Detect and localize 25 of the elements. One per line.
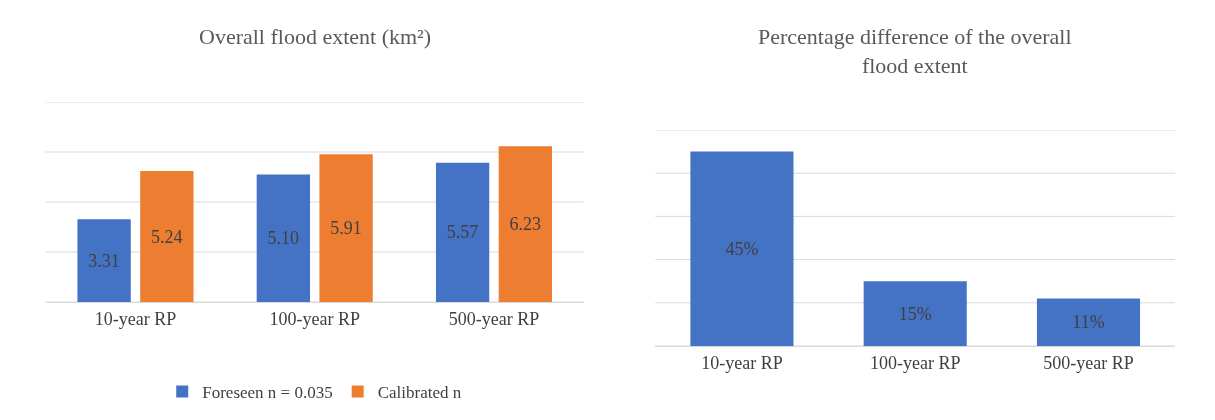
data-label: 5.91 xyxy=(330,218,362,239)
x-tick-label: 100-year RP xyxy=(869,352,961,373)
data-label: 5.10 xyxy=(267,228,300,249)
data-label: 6.23 xyxy=(509,214,542,235)
x-tick-label: 500-year RP xyxy=(1043,352,1134,373)
data-label: 5.24 xyxy=(151,226,183,247)
data-label: 11% xyxy=(1072,312,1105,333)
data-label: 45% xyxy=(725,238,759,259)
x-tick-label: 500-year RP xyxy=(448,308,540,329)
bar xyxy=(256,174,311,302)
bar xyxy=(319,154,373,302)
data-label: 15% xyxy=(898,303,932,324)
data-label: 5.57 xyxy=(446,222,479,243)
chart-title: Overall flood extent (km²) xyxy=(199,24,432,49)
x-tick-label: 10-year RP xyxy=(94,308,177,329)
legend-label: Calibrated n xyxy=(377,383,462,403)
bar xyxy=(77,219,131,302)
x-tick-label: 10-year RP xyxy=(701,352,783,373)
bar xyxy=(140,171,194,302)
bar xyxy=(498,146,553,302)
bar xyxy=(435,162,490,302)
legend-label: Foreseen n = 0.035 xyxy=(202,383,333,403)
x-tick-label: 100-year RP xyxy=(269,308,360,329)
chart-title: Percentage difference of the overall flood extent xyxy=(758,24,1072,78)
data-label: 3.31 xyxy=(88,250,120,271)
